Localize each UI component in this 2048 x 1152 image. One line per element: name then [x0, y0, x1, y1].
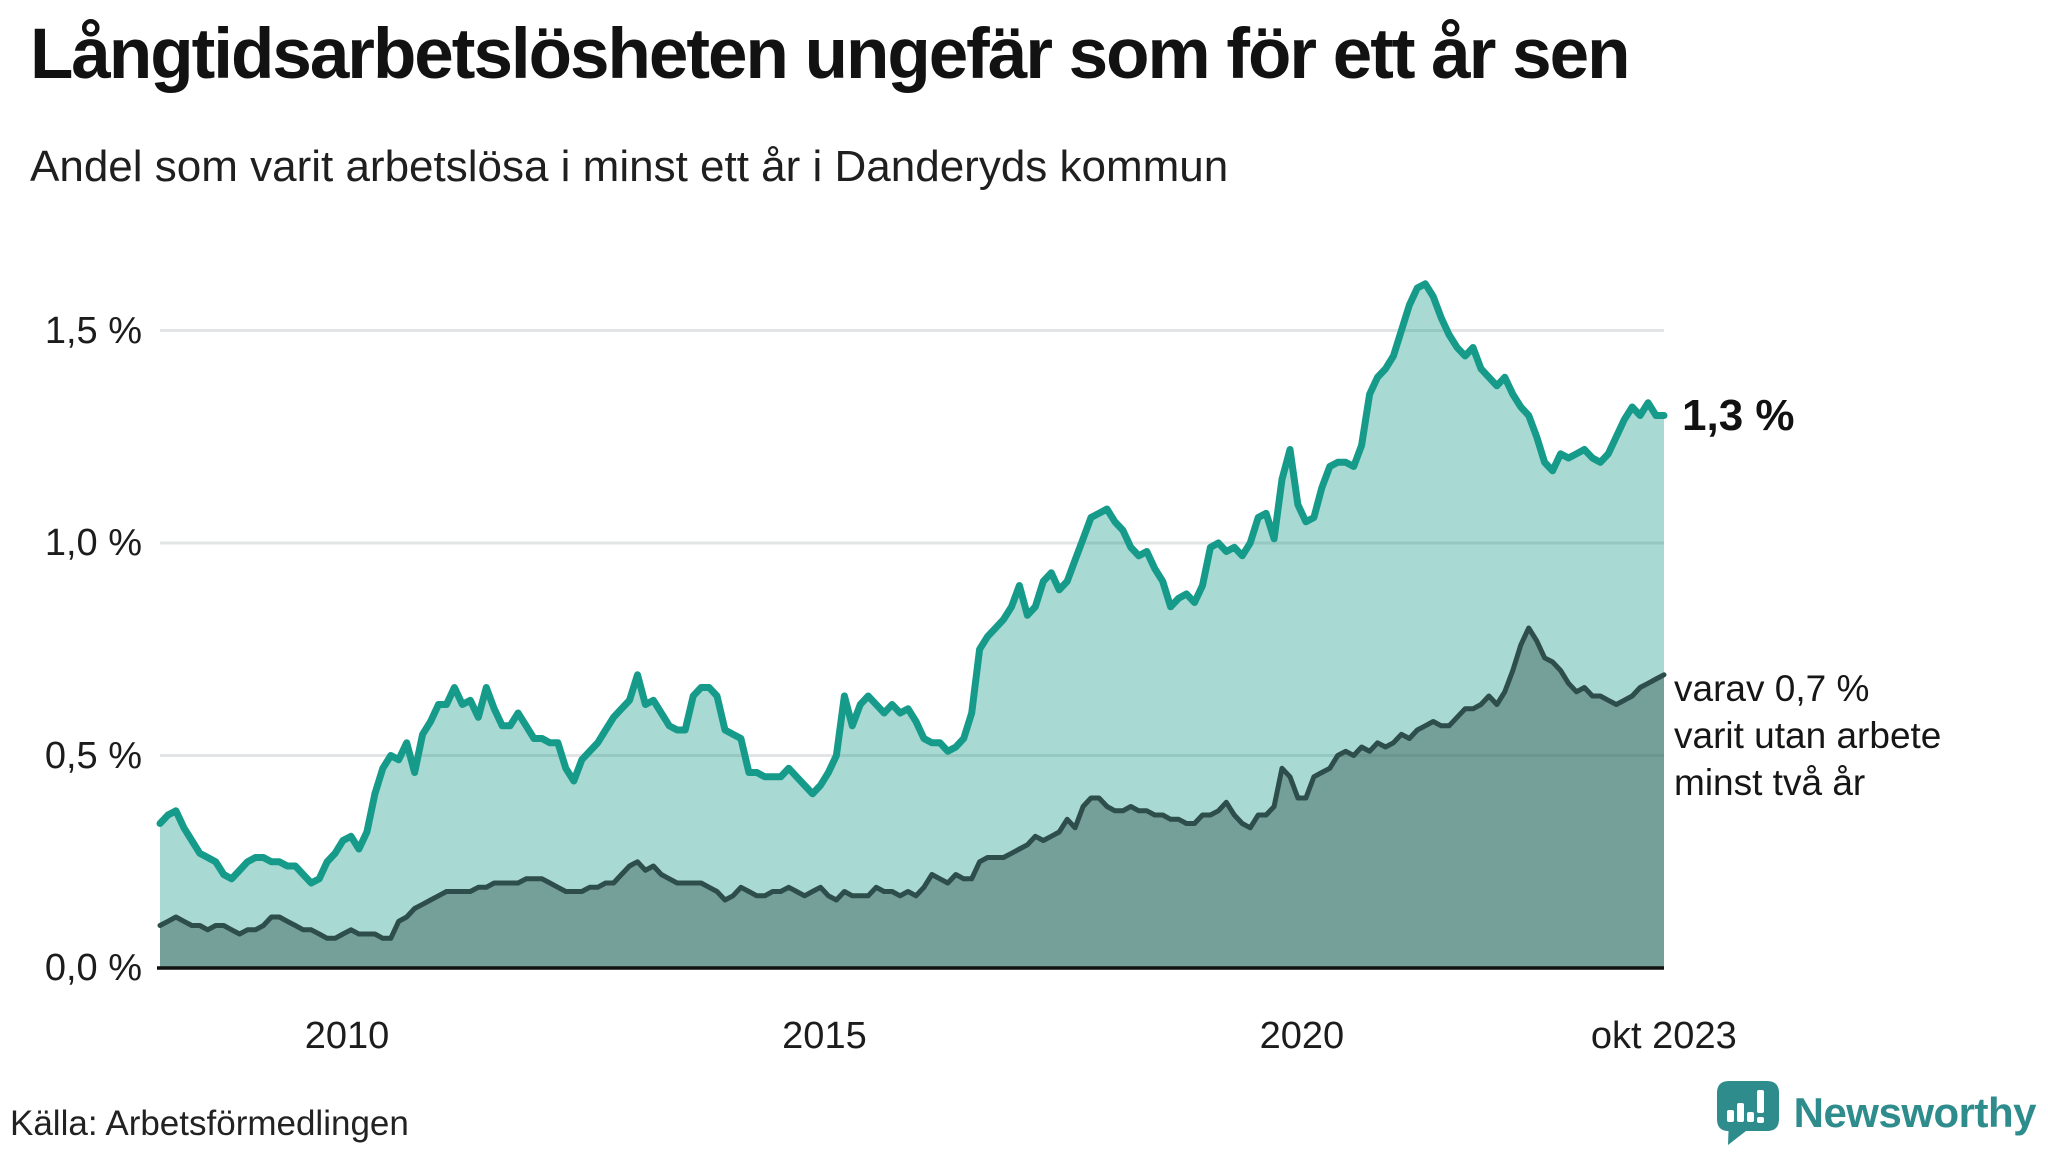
chart-subtitle: Andel som varit arbetslösa i minst ett å…	[30, 142, 1229, 191]
secondary-annotation-line: varit utan arbete	[1674, 714, 1942, 756]
secondary-series-annotation: varav 0,7 % varit utan arbete minst två …	[1674, 665, 1941, 806]
y-tick-label: 0,5 %	[44, 734, 142, 777]
newsworthy-wordmark: Newsworthy	[1793, 1089, 2037, 1136]
speech-bubble-bar-chart-icon	[1716, 1081, 1779, 1145]
line-two-year	[157, 625, 1667, 941]
x-tick-label: 2015	[782, 1015, 867, 1057]
line-one-year	[156, 280, 1668, 887]
y-tick-label: 1,0 %	[44, 522, 142, 564]
chart-title: Långtidsarbetslösheten ungefär som för e…	[30, 15, 1630, 94]
source-note: Källa: Arbetsförmedlingen	[10, 1104, 409, 1143]
secondary-annotation-line: varav 0,7 %	[1674, 667, 1870, 709]
area-two-year	[160, 628, 1664, 968]
y-tick-label: 0,0 %	[44, 947, 142, 989]
end-value-annotation: 1,3 %	[1682, 390, 1795, 440]
brand-logo: Newsworthy	[1716, 1080, 2037, 1146]
y-tick-label: 1,5 %	[44, 309, 142, 352]
secondary-annotation-line: minst två år	[1674, 761, 1866, 803]
x-tick-label: 2020	[1259, 1015, 1345, 1057]
area-one-year	[160, 283, 1664, 968]
x-tick-label: okt 2023	[1590, 1015, 1737, 1057]
x-tick-label: 2010	[304, 1015, 390, 1057]
